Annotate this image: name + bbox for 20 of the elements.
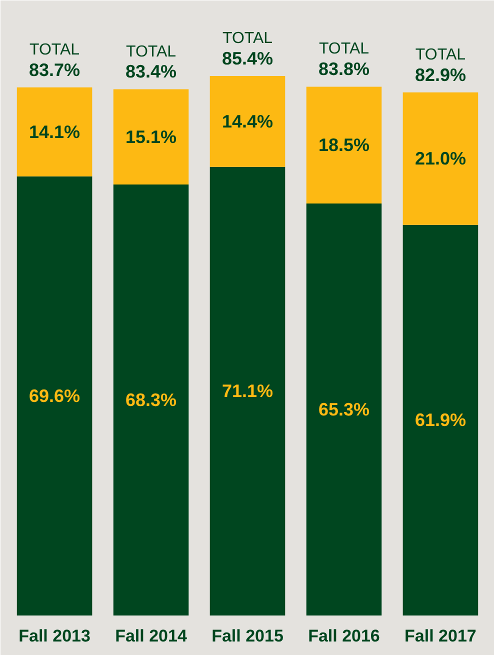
data-label: 15.1% [125,126,177,147]
data-label: 65.3% [318,399,370,420]
x-tick-label: Fall 2017 [404,626,476,646]
x-tick-label: Fall 2014 [115,626,188,646]
text: TOTAL 83.8% [318,40,370,80]
data-label: 21.0% [414,148,466,169]
data-label: 14.4% [222,111,274,132]
data-label: 18.5% [318,135,370,156]
data-label: 14.1% [29,122,80,142]
data-label: 61.9% [414,410,466,430]
text: TOTAL 83.7% [29,41,80,80]
x-tick-label: Fall 2015 [212,626,284,646]
data-label: 68.3% [125,390,177,410]
x-tick-label: Fall 2016 [308,626,380,646]
data-label: 71.1% [222,381,274,402]
text: TOTAL 82.9% [414,46,466,85]
text: TOTAL 83.4% [125,43,177,82]
text: TOTAL 85.4% [222,30,274,68]
data-label: 69.6% [29,386,80,406]
x-tick-label: Fall 2013 [18,626,90,646]
